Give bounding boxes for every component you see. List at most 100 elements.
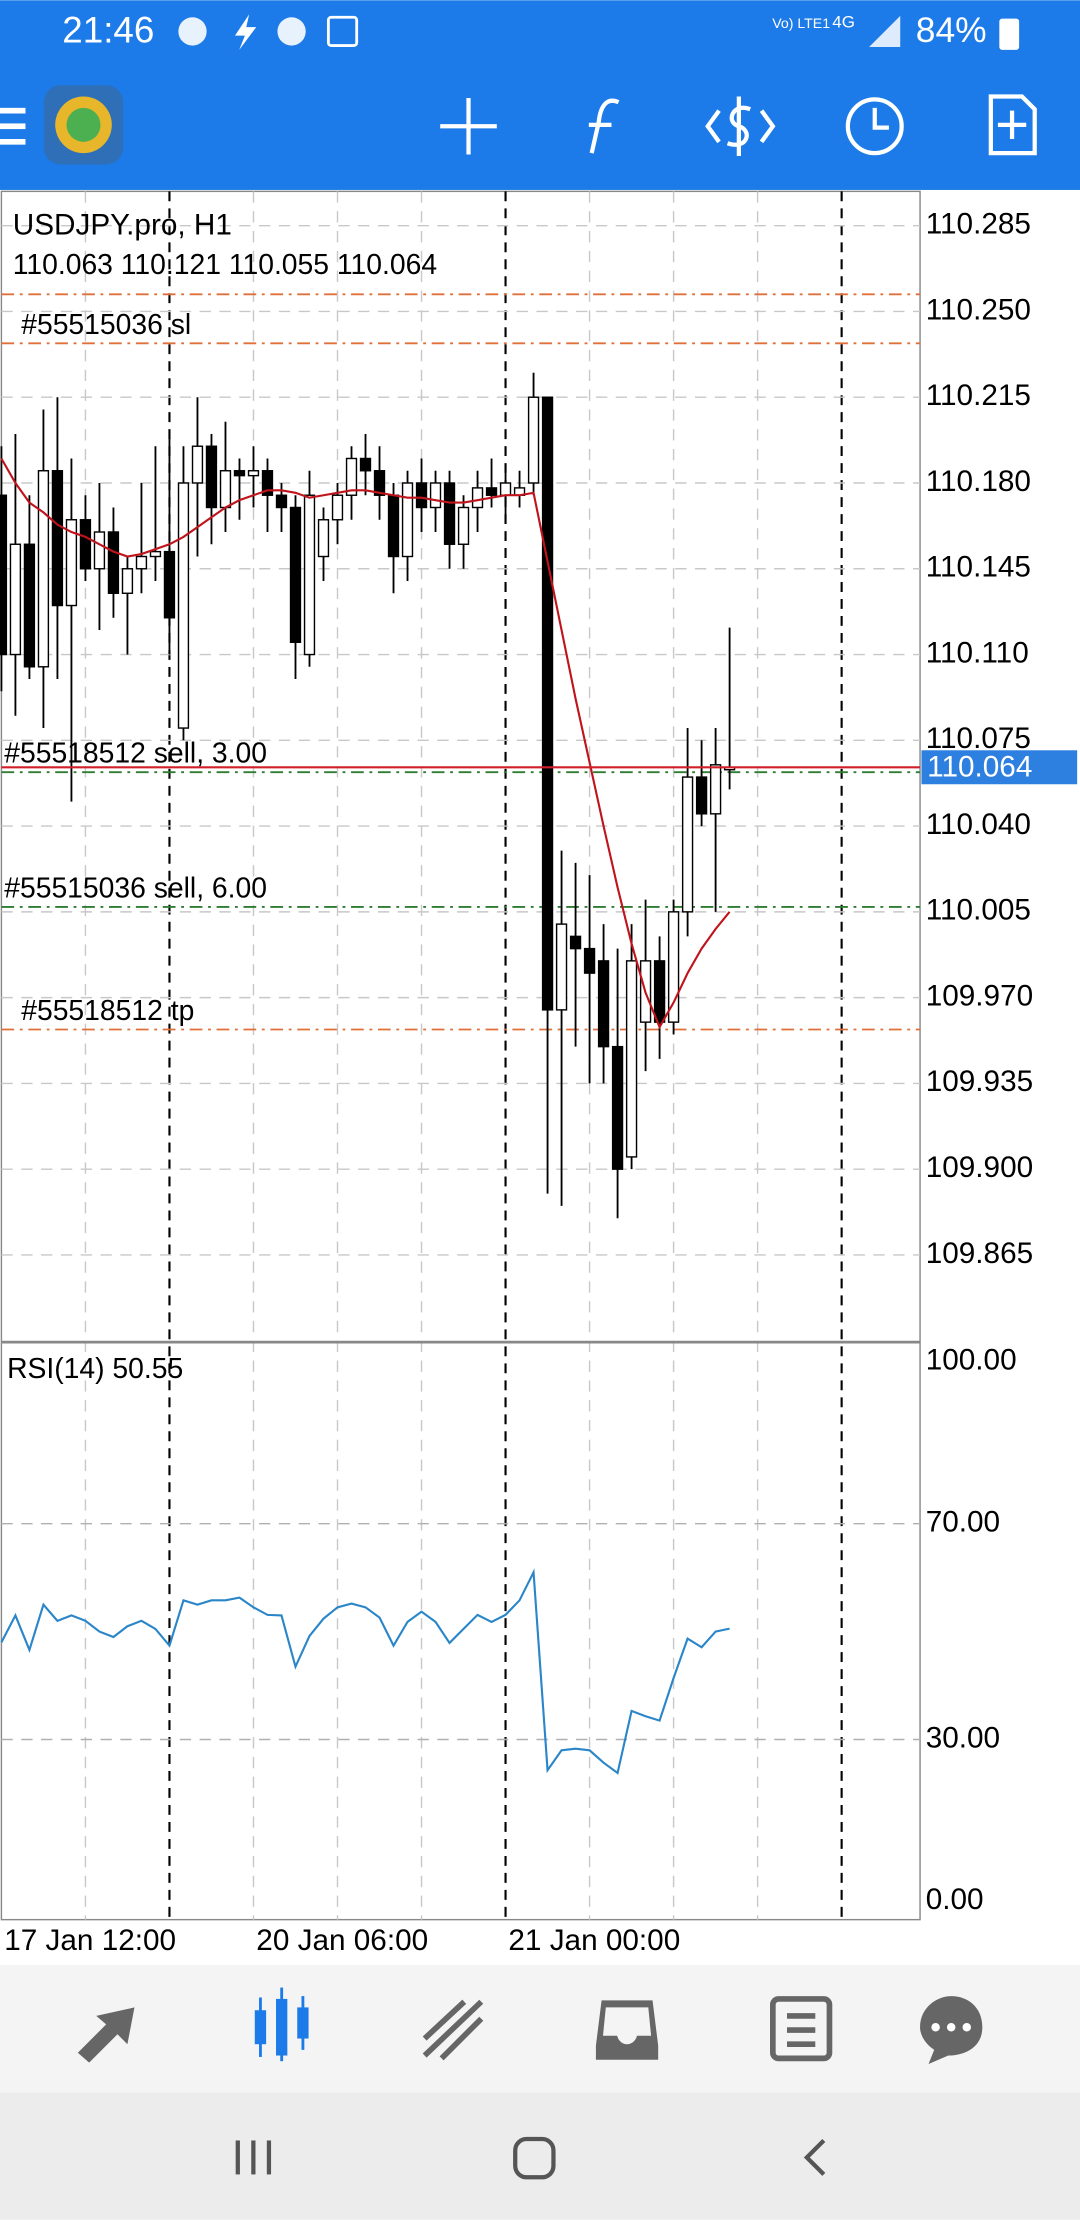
candle-body <box>177 482 190 729</box>
chart-tab[interactable] <box>254 1987 309 2062</box>
candle-body <box>359 457 372 472</box>
app-logo[interactable] <box>43 85 124 165</box>
status-network: 4G <box>832 12 855 31</box>
candle-body <box>485 487 498 496</box>
candle-body <box>625 960 638 1158</box>
candle-body <box>401 482 414 558</box>
candle-body <box>667 911 680 1023</box>
candle-body <box>289 506 302 643</box>
candle-body <box>303 494 316 656</box>
signal-icon <box>869 15 901 47</box>
candle-body <box>219 470 232 509</box>
crosshair-button[interactable] <box>440 97 497 155</box>
y-tick-label: 109.900 <box>926 1151 1033 1184</box>
x-tick-label: 21 Jan 00:00 <box>508 1924 680 1957</box>
order-label: #55518512 sell, 3.00 <box>4 737 267 769</box>
candle-body <box>471 487 484 509</box>
y-tick-label: 100.00 <box>926 1344 1017 1377</box>
nav-bar <box>0 2092 1080 2220</box>
candle-body <box>247 470 260 477</box>
quotes-tab[interactable] <box>77 2007 135 2063</box>
candle-body <box>345 457 358 496</box>
candle-body <box>205 445 218 509</box>
battery-icon <box>999 18 1020 50</box>
x-tick-label: 17 Jan 12:00 <box>4 1924 176 1957</box>
bid-label-box <box>921 750 1078 785</box>
order-label: #55518512 tp <box>21 994 194 1026</box>
y-tick-label: 70.00 <box>926 1506 1000 1539</box>
back-button[interactable] <box>803 2138 826 2176</box>
candle-body <box>429 482 442 509</box>
x-tick-label: 20 Jan 06:00 <box>256 1924 428 1957</box>
recents-button[interactable] <box>235 2140 272 2175</box>
candle-body <box>163 550 176 619</box>
chart-title: USDJPY.pro, H1 <box>13 209 232 242</box>
candle-body <box>415 482 428 509</box>
menu-button[interactable] <box>0 107 26 145</box>
candle-body <box>191 445 204 484</box>
candle-body <box>387 494 400 558</box>
candle-body <box>653 960 666 1023</box>
status-icon <box>326 15 359 47</box>
y-tick-label: 110.040 <box>926 808 1031 841</box>
status-time: 21:46 <box>62 10 154 51</box>
y-tick-label: 30.00 <box>926 1721 1000 1754</box>
candle-body <box>107 531 120 594</box>
status-carrier: Vo) LTE1 <box>772 15 830 31</box>
y-tick-label: 109.935 <box>926 1065 1033 1098</box>
rsi-line <box>0 1568 730 1775</box>
candle-body <box>681 776 694 913</box>
candle-body <box>93 531 106 570</box>
status-battery: 84% <box>916 11 987 50</box>
timeframe-button[interactable] <box>845 97 904 156</box>
candle-body <box>373 470 386 496</box>
trade-tab[interactable] <box>422 1999 484 2061</box>
candle-body <box>499 482 512 496</box>
home-button[interactable] <box>513 2136 556 2180</box>
candle-body <box>79 519 92 570</box>
candle-body <box>555 923 568 1011</box>
candle-body <box>261 470 274 496</box>
candle-body <box>37 470 50 668</box>
rsi-title: RSI(14) 50.55 <box>7 1352 183 1384</box>
trade-button[interactable] <box>705 96 776 156</box>
indicators-button[interactable] <box>588 98 620 154</box>
y-tick-label: 110.215 <box>926 379 1031 412</box>
objects-button[interactable] <box>988 94 1037 156</box>
y-tick-label: 110.145 <box>926 551 1031 584</box>
y-tick-label: 110.110 <box>926 636 1029 669</box>
tab-bar <box>0 1964 1080 2093</box>
candle-body <box>121 568 134 594</box>
y-tick-label: 110.005 <box>926 894 1031 927</box>
candle-body <box>135 555 148 570</box>
candle-body <box>457 506 470 545</box>
bid-label: 110.064 <box>927 751 1032 784</box>
candle-body <box>65 519 78 607</box>
status-icon <box>178 17 207 46</box>
chat-tab[interactable] <box>920 1996 983 2065</box>
history-tab[interactable] <box>595 2000 659 2060</box>
candle-body <box>233 470 246 477</box>
candle-body <box>709 764 722 815</box>
y-tick-label: 110.180 <box>926 465 1031 498</box>
candle-body <box>0 494 8 656</box>
candle-body <box>443 482 456 545</box>
order-label: #55515036 sl <box>21 308 191 340</box>
candle-body <box>317 519 330 558</box>
candle-body <box>149 550 162 558</box>
candle-body <box>611 1045 624 1170</box>
candle-body <box>51 470 64 607</box>
y-tick-label: 109.865 <box>926 1237 1033 1270</box>
news-tab[interactable] <box>770 1996 833 2062</box>
y-tick-label: 110.285 <box>926 208 1031 241</box>
y-tick-label: 0.00 <box>926 1883 984 1916</box>
chart-ohlc: 110.063 110.121 110.055 110.064 <box>13 248 437 280</box>
y-tick-label: 110.250 <box>926 293 1031 326</box>
status-icon <box>277 17 306 46</box>
candle-body <box>569 935 582 950</box>
candle-body <box>597 960 610 1048</box>
chart-frame <box>0 190 921 1921</box>
